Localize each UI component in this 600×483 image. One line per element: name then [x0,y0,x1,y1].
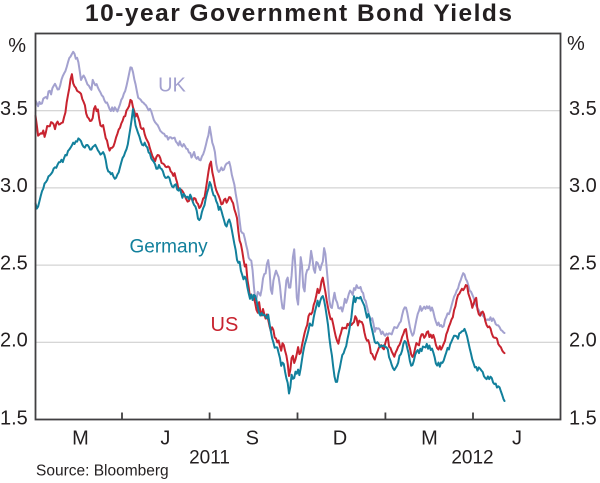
svg-text:2.5: 2.5 [0,252,28,274]
svg-text:2012: 2012 [451,448,493,469]
svg-text:%: % [567,33,585,55]
svg-text:Source: Bloomberg: Source: Bloomberg [36,462,169,479]
svg-text:3.5: 3.5 [569,98,597,120]
svg-text:J: J [160,428,170,450]
svg-text:3.0: 3.0 [0,175,28,197]
svg-text:S: S [246,428,259,450]
svg-text:1.5: 1.5 [569,408,597,430]
svg-text:1.5: 1.5 [0,408,28,430]
svg-text:3.0: 3.0 [569,175,597,197]
svg-text:Germany: Germany [130,237,209,258]
svg-text:M: M [421,428,438,450]
svg-text:J: J [512,428,522,450]
svg-text:2.0: 2.0 [0,330,28,352]
svg-text:US: US [211,314,239,336]
svg-text:UK: UK [158,75,186,97]
svg-text:2.5: 2.5 [569,252,597,274]
svg-text:D: D [333,428,347,450]
svg-text:3.5: 3.5 [0,98,28,120]
svg-text:%: % [8,35,26,57]
svg-text:2011: 2011 [189,448,230,469]
svg-text:M: M [72,428,89,450]
svg-text:2.0: 2.0 [569,330,597,352]
svg-text:10-year Government Bond Yields: 10-year Government Bond Yields [85,0,512,27]
